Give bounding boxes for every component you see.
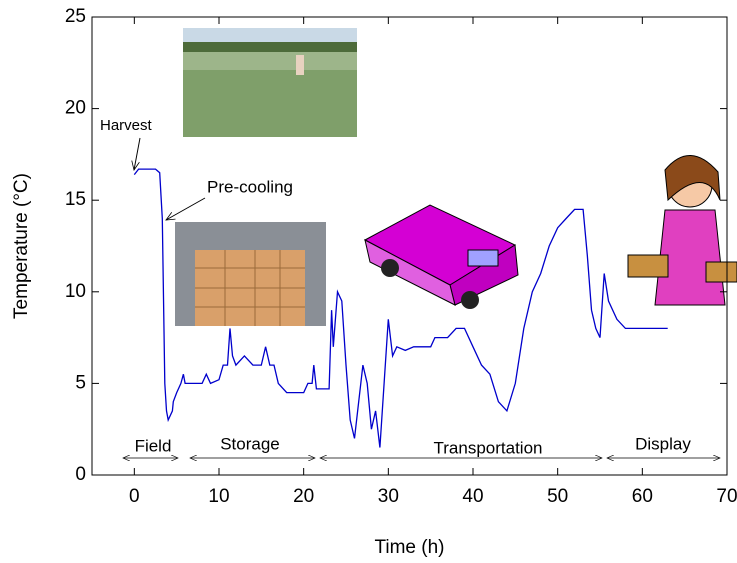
annotation: Pre-cooling	[207, 177, 293, 196]
x-tick-label: 50	[547, 486, 568, 507]
shopper-clipart	[627, 155, 737, 306]
truck-clipart	[363, 204, 519, 309]
stage-label: Transportation	[434, 438, 543, 457]
stage-label: Display	[635, 434, 691, 453]
y-tick-label: 25	[65, 6, 86, 27]
x-tick-label: 20	[293, 486, 314, 507]
y-tick-label: 15	[65, 189, 86, 210]
plot-frame	[91, 16, 728, 476]
annotation: Harvest	[100, 117, 153, 134]
x-tick-label: 70	[716, 486, 737, 507]
y-tick-label: 10	[65, 281, 86, 302]
y-axis-label: Temperature (°C)	[11, 173, 32, 319]
annotation-arrow	[166, 197, 206, 220]
temperature-line	[133, 168, 668, 448]
x-tick-label: 60	[632, 486, 653, 507]
x-tick-label: 30	[378, 486, 399, 507]
x-axis-label: Time (h)	[374, 537, 444, 558]
field-photo	[183, 28, 357, 137]
y-tick-label: 5	[75, 372, 86, 393]
annotation-arrow	[134, 137, 141, 170]
x-tick-label: 10	[208, 486, 229, 507]
y-tick-label: 0	[75, 464, 86, 485]
x-tick-label: 0	[129, 486, 140, 507]
x-tick-label: 40	[462, 486, 483, 507]
storage-photo	[175, 222, 326, 326]
y-tick-label: 20	[65, 98, 86, 119]
stage-label: Storage	[220, 434, 280, 453]
stage-label: Field	[135, 436, 172, 455]
